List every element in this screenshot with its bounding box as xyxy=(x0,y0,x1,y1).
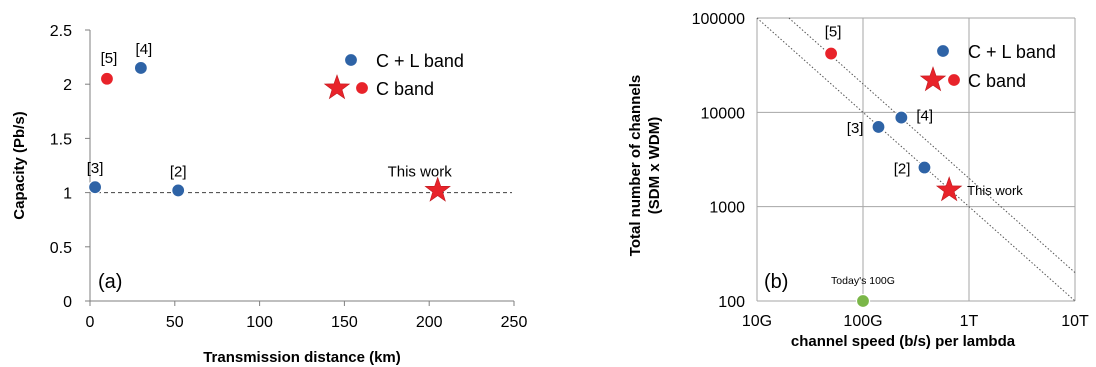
data-point xyxy=(133,60,148,76)
legend-marker xyxy=(343,52,359,68)
panel-label: (a) xyxy=(98,271,122,293)
y-tick-label: 100 xyxy=(718,294,745,311)
x-axis-title: channel speed (b/s) per lambda xyxy=(791,333,1016,350)
point-label: Today's 100G xyxy=(831,275,895,287)
data-point xyxy=(87,180,103,195)
x-tick-label: 250 xyxy=(501,314,528,331)
x-tick-label: 10G xyxy=(742,313,772,330)
y-tick-label: 10000 xyxy=(701,105,746,122)
x-tick-label: 10T xyxy=(1061,313,1089,330)
point-label: [2] xyxy=(894,161,911,178)
legend-a: C + L band C band xyxy=(323,51,464,100)
legend-marker xyxy=(323,74,351,100)
chart-a: 0 50 100 150 200 250 0 0.5 1 1.5 2 2.5 Transmission … xyxy=(11,23,527,366)
y-tick-label: 100000 xyxy=(692,11,745,28)
point-label: [5] xyxy=(825,24,842,41)
diagonal-line xyxy=(756,17,1076,302)
y-tick-label: 1 xyxy=(63,186,72,203)
data-point xyxy=(894,110,909,125)
y-axis-title-line1: Total number of channels xyxy=(627,75,644,256)
y-tick-label: 2.5 xyxy=(50,23,72,40)
x-tick-label: 50 xyxy=(166,314,184,331)
chart-b: 10G 100G 1T 10T 100 1000 10000 100000 channel sp… xyxy=(627,11,1089,350)
panel-label: (b) xyxy=(764,271,788,293)
data-point xyxy=(99,71,115,86)
point-label: This work xyxy=(388,163,453,180)
x-axis-title: Transmission distance (km) xyxy=(203,349,401,366)
legend-marker xyxy=(919,66,947,92)
data-point xyxy=(935,176,963,202)
y-axis-title-line2: (SDM x WDM) xyxy=(646,117,663,215)
point-label: [3] xyxy=(847,120,864,137)
data-point xyxy=(871,119,886,135)
legend-marker xyxy=(935,43,951,59)
data-point xyxy=(917,160,932,175)
point-label: [3] xyxy=(87,160,104,177)
data-point xyxy=(855,293,871,309)
data-point xyxy=(823,46,839,61)
legend-label: C + L band xyxy=(968,42,1056,62)
point-label: [4] xyxy=(916,108,933,125)
x-tick-label: 150 xyxy=(331,314,358,331)
data-point xyxy=(171,183,186,198)
point-label: [4] xyxy=(136,41,153,58)
y-axis-title: Capacity (Pb/s) xyxy=(11,111,28,219)
y-tick-label: 1.5 xyxy=(50,131,72,148)
data-point xyxy=(424,176,451,202)
legend-label: C band xyxy=(968,71,1026,91)
legend-label: C band xyxy=(376,79,434,99)
x-tick-label: 1T xyxy=(960,313,979,330)
x-tick-label: 100G xyxy=(843,313,882,330)
point-label: This work xyxy=(967,183,1023,198)
legend-marker xyxy=(354,80,370,96)
y-tick-label: 0.5 xyxy=(50,240,72,257)
y-tick-label: 2 xyxy=(63,77,72,94)
x-tick-label: 200 xyxy=(416,314,443,331)
legend-b: C + L band C band xyxy=(919,42,1056,92)
y-tick-label: 1000 xyxy=(709,200,745,217)
point-label: [2] xyxy=(170,163,187,180)
x-tick-label: 100 xyxy=(246,314,273,331)
point-label: [5] xyxy=(101,50,118,67)
legend-marker xyxy=(946,72,962,88)
diagonal-line xyxy=(788,17,1076,273)
y-tick-label: 0 xyxy=(63,294,72,311)
x-tick-label: 0 xyxy=(86,314,95,331)
legend-label: C + L band xyxy=(376,51,464,71)
